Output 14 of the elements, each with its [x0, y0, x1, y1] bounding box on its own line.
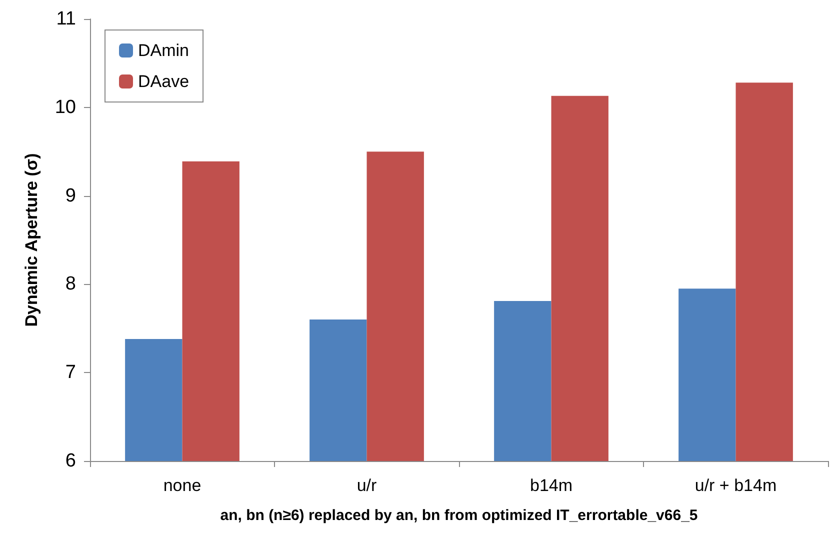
x-tick-label: u/r + b14m [694, 476, 777, 495]
y-tick-label: 10 [54, 96, 76, 118]
y-tick-label: 6 [65, 450, 76, 472]
y-tick-label: 11 [56, 8, 76, 30]
legend-label: DAave [138, 72, 190, 91]
y-tick-label: 8 [65, 274, 76, 295]
y-axis-title: Dynamic Aperture (σ) [22, 153, 41, 327]
x-tick-label: b14m [530, 476, 573, 495]
x-tick-label: none [163, 476, 202, 495]
y-tick-label: 7 [65, 362, 76, 384]
legend-label: DAmin [138, 41, 190, 60]
y-tick-label: 9 [65, 185, 76, 206]
x-tick-label: u/r [356, 476, 378, 495]
x-axis-title: an, bn (n≥6) replaced by an, bn from optimized IT_errortable_v66_5 [220, 507, 698, 524]
